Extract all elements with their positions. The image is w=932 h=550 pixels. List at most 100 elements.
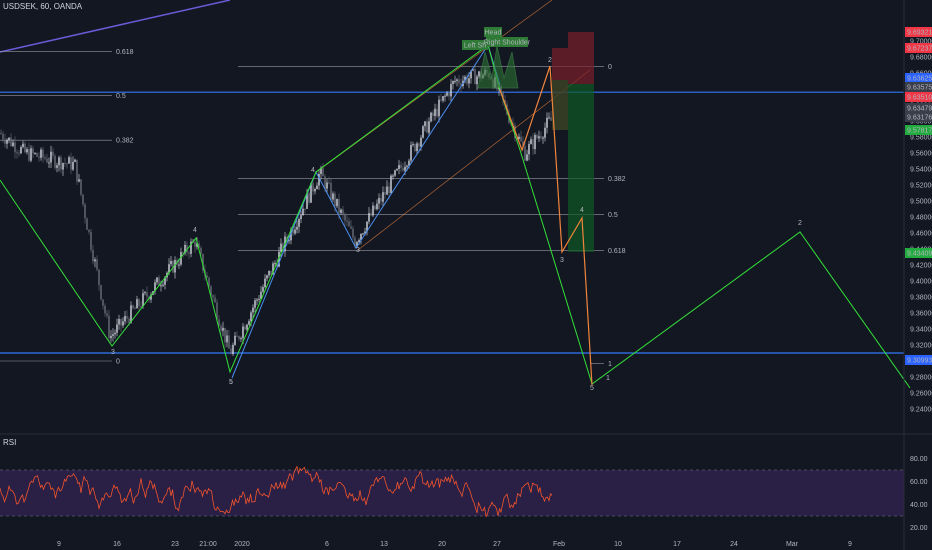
candle-body — [472, 69, 474, 71]
fib-level-label: 0.618 — [116, 49, 134, 56]
candle-body — [2, 133, 4, 140]
candle-body — [178, 264, 180, 266]
candle-body — [408, 160, 410, 166]
candle-body — [422, 126, 424, 138]
candle-body — [136, 299, 138, 309]
candle-body — [170, 260, 172, 265]
x-tick-label: 21:00 — [199, 541, 217, 548]
candle-body — [548, 117, 550, 119]
candle-body — [466, 76, 468, 84]
fib-level-label: 0.382 — [608, 176, 626, 183]
blue-wave-label: 5 — [229, 379, 233, 386]
rsi-tick-label: 20.00 — [910, 525, 928, 532]
candle-body — [46, 158, 48, 163]
candle-body — [34, 152, 36, 154]
candle-body — [62, 163, 64, 170]
candle-body — [246, 324, 248, 330]
candle-body — [134, 308, 136, 310]
candle-body — [348, 221, 350, 227]
candle-body — [52, 151, 54, 156]
candle-body — [350, 226, 352, 229]
candle-body — [430, 112, 432, 122]
candle-body — [104, 305, 106, 314]
y-tick-label: 9.42000 — [910, 263, 932, 270]
candle-body — [370, 213, 372, 216]
price-tag-label: 9.63575 — [907, 85, 932, 92]
candle-body — [164, 277, 166, 285]
y-tick-label: 9.54000 — [910, 167, 932, 174]
candle-body — [288, 240, 290, 242]
candle-body — [302, 208, 304, 216]
candle-body — [412, 143, 414, 145]
price-tag-box — [905, 43, 932, 53]
candle-body — [434, 108, 436, 117]
fib-level-label: 0.5 — [608, 212, 618, 219]
y-tick-label: 9.28000 — [910, 375, 932, 382]
orange-wave-label: 3 — [560, 257, 564, 264]
y-tick-label: 9.68000 — [910, 55, 932, 62]
candle-body — [520, 136, 522, 142]
candle-body — [426, 121, 428, 133]
candle-body — [454, 80, 456, 82]
candle-body — [36, 152, 38, 157]
price-tag-label: 9.69321 — [907, 30, 932, 37]
candle-body — [374, 205, 376, 210]
candle-body — [138, 299, 140, 307]
fib-level-label: 0.618 — [608, 248, 626, 255]
candle-body — [546, 117, 548, 128]
candle-body — [410, 144, 412, 161]
candle-body — [118, 318, 120, 325]
candle-body — [174, 260, 176, 273]
candle-body — [242, 326, 244, 339]
candle-body — [112, 334, 114, 336]
orange-wave-label: 5 — [590, 385, 594, 392]
candle-body — [68, 157, 70, 164]
candle-body — [240, 338, 242, 340]
candle-body — [344, 214, 346, 221]
candle-body — [364, 231, 366, 234]
pattern-label-box — [484, 27, 502, 37]
candle-body — [30, 148, 32, 161]
candle-body — [124, 316, 126, 322]
x-tick-label: 27 — [493, 541, 501, 548]
candle-body — [436, 108, 438, 117]
candle-body — [390, 175, 392, 194]
candle-body — [194, 241, 196, 247]
x-tick-label: 20 — [438, 541, 446, 548]
candle-body — [82, 194, 84, 205]
candle-body — [522, 141, 524, 147]
candle-body — [262, 287, 264, 292]
candle-body — [400, 165, 402, 168]
candle-body — [452, 81, 454, 85]
candle-body — [64, 163, 66, 165]
candle-body — [16, 152, 18, 154]
candle-body — [234, 335, 236, 345]
candle-body — [238, 336, 240, 340]
rsi-tick-label: 60.00 — [910, 479, 928, 486]
x-tick-label: 13 — [380, 541, 388, 548]
candle-body — [304, 208, 306, 210]
candle-body — [448, 92, 450, 97]
candle-body — [90, 231, 92, 250]
y-tick-label: 9.38000 — [910, 295, 932, 302]
x-tick-label: 16 — [113, 541, 121, 548]
candle-body — [44, 157, 46, 159]
candle-body — [72, 161, 74, 170]
candle-body — [440, 99, 442, 101]
x-tick-label: 17 — [673, 541, 681, 548]
candle-body — [196, 243, 198, 247]
candle-body — [0, 133, 2, 134]
candle-body — [150, 294, 152, 300]
candle-body — [404, 166, 406, 171]
candle-body — [158, 277, 160, 287]
pattern-label-box — [462, 40, 488, 50]
candle-body — [442, 96, 444, 101]
price-tag-label: 9.67237 — [907, 46, 932, 53]
channel-line-lower — [357, 69, 591, 251]
candle-body — [260, 291, 262, 299]
candle-body — [398, 165, 400, 170]
candle-body — [500, 85, 502, 92]
candle-body — [130, 305, 132, 323]
candle-body — [352, 228, 354, 238]
